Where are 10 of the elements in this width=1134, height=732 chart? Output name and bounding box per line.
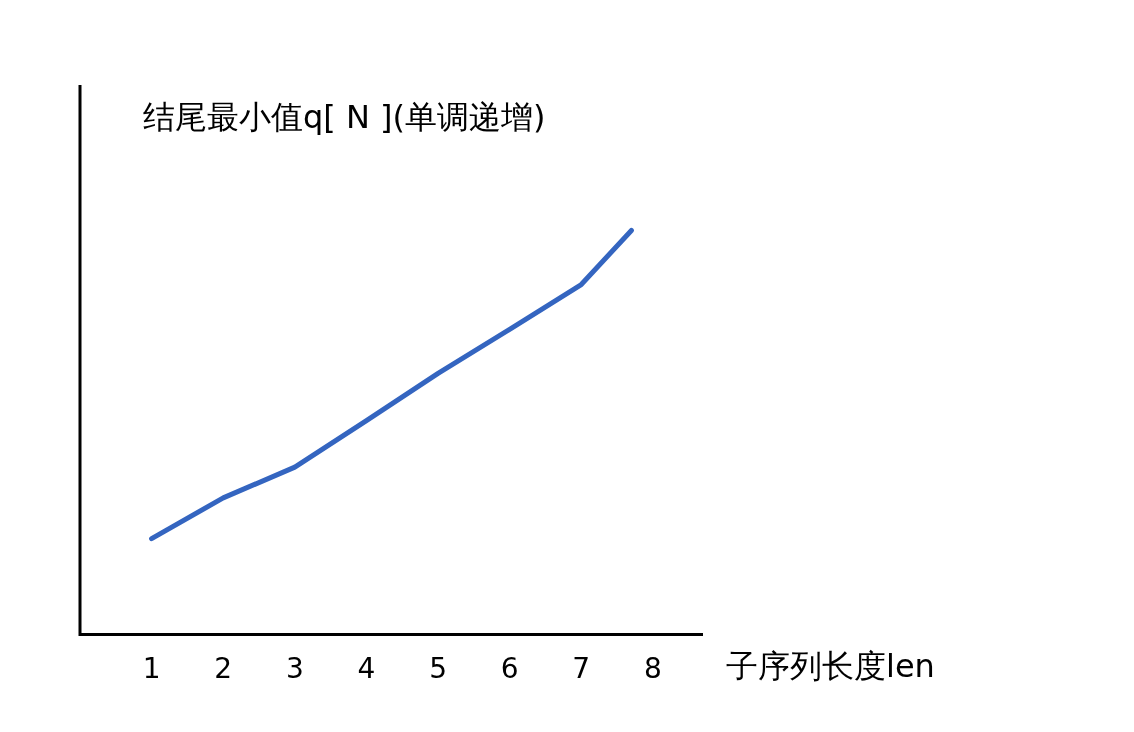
y-axis-title: 结尾最小值q[ N ](单调递增) — [143, 98, 546, 137]
x-axis-title: 子序列长度len — [726, 646, 935, 685]
x-tick-label: 3 — [285, 652, 304, 686]
x-tick-label: 2 — [214, 652, 233, 686]
x-tick-label: 7 — [572, 652, 591, 686]
x-tick-label: 4 — [357, 652, 376, 686]
x-tick-label: 6 — [500, 652, 519, 686]
x-tick-label: 8 — [643, 652, 662, 686]
x-tick-label: 1 — [142, 652, 161, 686]
x-tick-label: 5 — [429, 652, 447, 686]
